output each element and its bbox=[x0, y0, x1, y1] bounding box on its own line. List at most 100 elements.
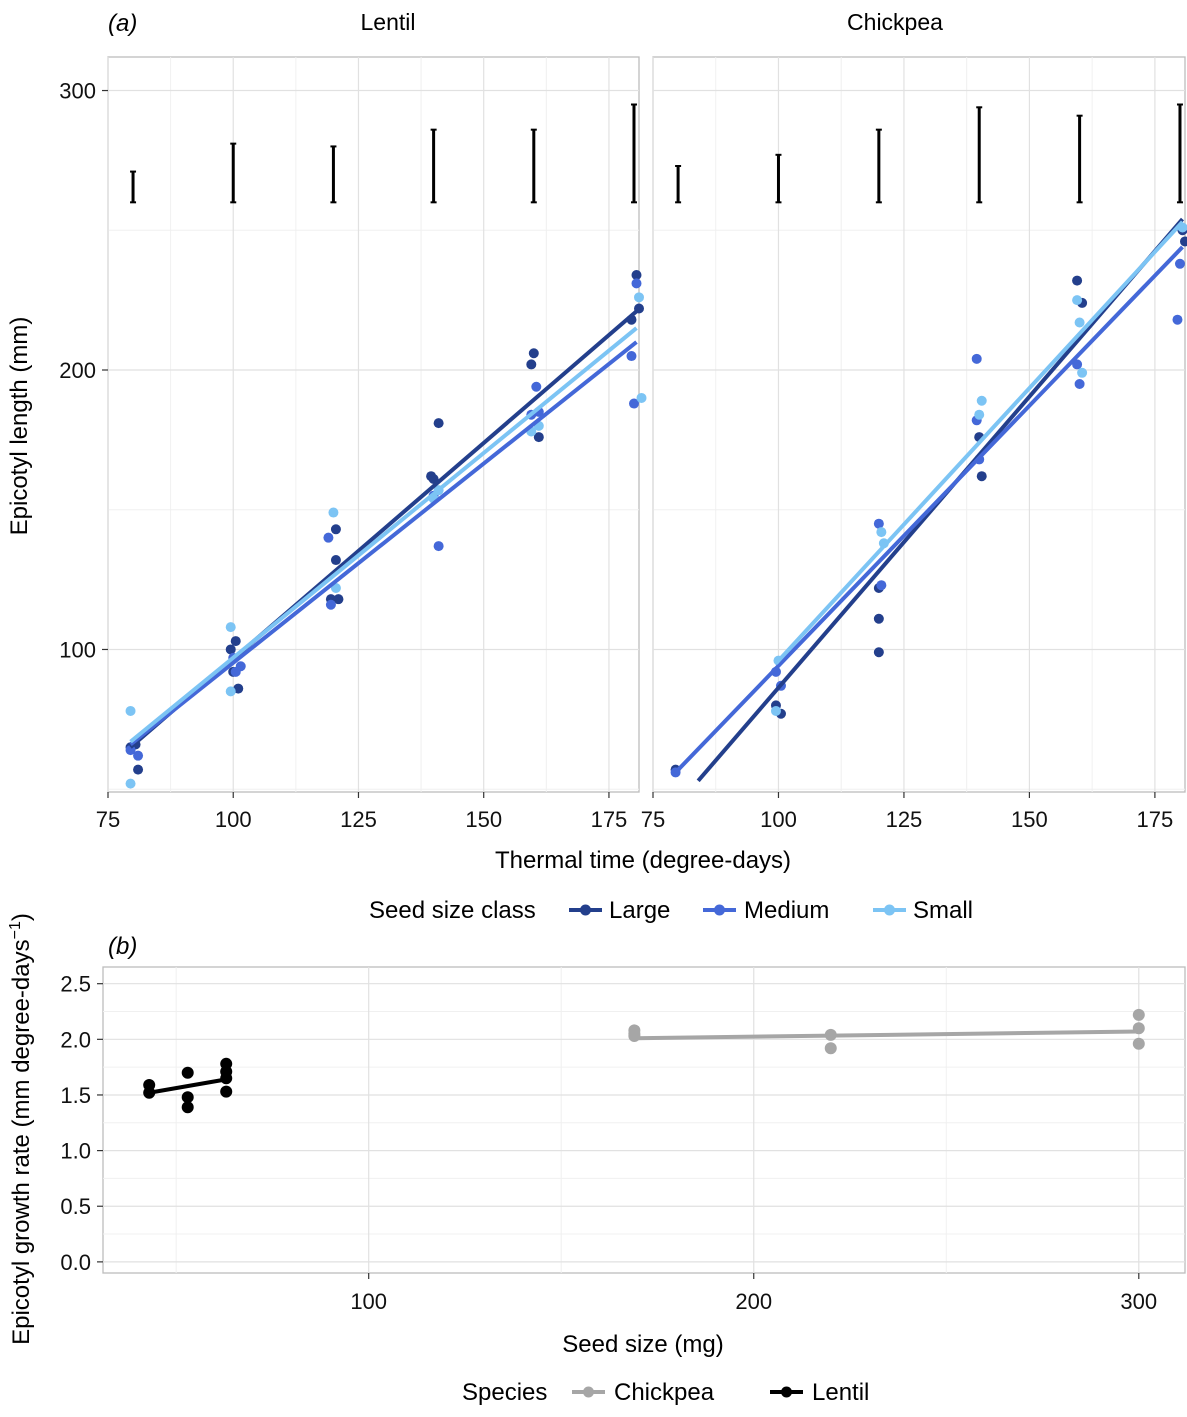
facet-chickpea: 75 100 125 150 175 Chickpea bbox=[641, 9, 1187, 832]
point-small bbox=[225, 686, 236, 697]
point-small bbox=[636, 392, 647, 403]
point-small bbox=[634, 292, 644, 303]
x-tick-label: 100 bbox=[350, 1289, 387, 1314]
legend-key-chickpea-dot bbox=[583, 1386, 594, 1398]
panel-b-y-ticks: 0.0 0.5 1.0 1.5 2.0 2.5 bbox=[60, 972, 103, 1275]
x-tick-label: 100 bbox=[760, 807, 797, 832]
legend-item-small: Small bbox=[873, 897, 973, 924]
point-large bbox=[528, 348, 539, 359]
legend-species-title: Species bbox=[462, 1379, 547, 1406]
point-large bbox=[976, 471, 987, 482]
point-medium bbox=[1174, 258, 1185, 269]
point-large bbox=[330, 524, 341, 535]
point-chickpea bbox=[824, 1042, 837, 1055]
point-chickpea bbox=[628, 1029, 641, 1042]
legend-key-large-dot bbox=[580, 904, 591, 916]
point-small bbox=[125, 705, 136, 716]
panel-b-plot: 100 200 300 0.0 0.5 1.0 1.5 2.0 2.5 bbox=[60, 966, 1186, 1314]
point-medium bbox=[325, 599, 336, 610]
legend-label-large: Large bbox=[609, 897, 670, 924]
point-small bbox=[328, 507, 339, 518]
legend-item-chickpea: Chickpea bbox=[572, 1379, 715, 1406]
point-small bbox=[976, 395, 987, 406]
facet-lentil-x-ticks: 75 100 125 150 175 bbox=[96, 792, 628, 832]
point-lentil bbox=[220, 1085, 233, 1098]
point-medium bbox=[531, 381, 542, 392]
point-medium bbox=[631, 278, 642, 289]
point-large bbox=[230, 636, 241, 647]
point-lentil bbox=[181, 1091, 194, 1104]
y-tick-label: 100 bbox=[59, 637, 96, 662]
panel-b-y-axis-title-sup: −1 bbox=[7, 921, 24, 939]
point-lentil bbox=[181, 1066, 194, 1079]
facet-strip-chickpea: Chickpea bbox=[847, 9, 943, 35]
point-medium bbox=[628, 398, 639, 409]
point-large bbox=[533, 432, 544, 443]
point-medium bbox=[323, 532, 334, 543]
point-medium bbox=[1072, 359, 1083, 370]
point-medium bbox=[971, 353, 982, 364]
point-small bbox=[125, 778, 136, 789]
facet-chickpea-x-ticks: 75 100 125 150 175 bbox=[641, 792, 1173, 832]
legend-item-large: Large bbox=[569, 897, 670, 924]
point-large bbox=[634, 303, 644, 314]
panel-b-y-axis-title-close: ) bbox=[8, 913, 35, 921]
point-chickpea bbox=[1132, 1037, 1145, 1050]
legend-item-lentil: Lentil bbox=[770, 1379, 869, 1406]
point-small bbox=[770, 705, 781, 716]
x-tick-label: 75 bbox=[96, 807, 120, 832]
facet-lentil-y-ticks: 100 200 300 bbox=[59, 79, 108, 662]
panel-a-label: (a) bbox=[108, 10, 137, 37]
y-tick-label: 2.0 bbox=[60, 1027, 91, 1052]
point-large bbox=[333, 594, 344, 605]
point-medium bbox=[1172, 314, 1183, 325]
facet-lentil-marks bbox=[125, 103, 647, 789]
legend-species: Species Chickpea Lentil bbox=[462, 1379, 869, 1406]
point-chickpea bbox=[1132, 1008, 1145, 1021]
legend-key-small-dot bbox=[884, 904, 895, 916]
fit-line-medium bbox=[129, 340, 638, 747]
facet-chickpea-frame bbox=[652, 56, 1186, 793]
point-small bbox=[1072, 295, 1083, 306]
point-small bbox=[1077, 367, 1088, 378]
x-tick-label: 175 bbox=[591, 807, 628, 832]
x-tick-label: 150 bbox=[465, 807, 502, 832]
point-large bbox=[1180, 236, 1187, 247]
point-large bbox=[133, 764, 144, 775]
y-tick-label: 1.0 bbox=[60, 1139, 91, 1164]
fit-line-small bbox=[774, 220, 1184, 665]
y-tick-label: 1.5 bbox=[60, 1083, 91, 1108]
legend-key-medium-dot bbox=[714, 904, 725, 916]
point-small bbox=[876, 527, 887, 538]
panel-a-x-axis-title: Thermal time (degree-days) bbox=[495, 847, 791, 874]
fit-line-chickpea bbox=[634, 1029, 1139, 1041]
panel-b-y-axis-title: Epicotyl growth rate (mm degree-days−1) bbox=[7, 913, 35, 1345]
panel-b-y-axis-title-main: Epicotyl growth rate (mm degree-days bbox=[8, 939, 35, 1345]
point-large bbox=[873, 647, 884, 658]
facet-chickpea-grid bbox=[652, 57, 1185, 792]
panel-a-y-axis-title: Epicotyl length (mm) bbox=[6, 317, 33, 536]
x-tick-label: 200 bbox=[735, 1289, 772, 1314]
x-tick-label: 300 bbox=[1120, 1289, 1157, 1314]
x-tick-label: 125 bbox=[340, 807, 377, 832]
facet-strip-lentil: Lentil bbox=[361, 9, 416, 35]
point-medium bbox=[433, 541, 444, 552]
panel-b-x-ticks: 100 200 300 bbox=[350, 1273, 1157, 1314]
y-tick-label: 0.5 bbox=[60, 1194, 91, 1219]
panel-b-x-axis-title: Seed size (mg) bbox=[562, 1331, 723, 1358]
y-tick-label: 200 bbox=[59, 358, 96, 383]
point-large bbox=[873, 613, 884, 624]
legend-item-medium: Medium bbox=[703, 897, 829, 924]
point-large bbox=[330, 555, 341, 566]
panel-b-grid bbox=[103, 967, 1185, 1273]
y-tick-label: 2.5 bbox=[60, 972, 91, 997]
point-small bbox=[1074, 317, 1085, 328]
point-large bbox=[631, 269, 642, 280]
point-large bbox=[233, 683, 244, 694]
point-medium bbox=[235, 661, 246, 672]
point-large bbox=[526, 359, 537, 370]
legend-label-small: Small bbox=[913, 897, 973, 924]
facet-chickpea-marks bbox=[670, 103, 1187, 783]
panel-b-label: (b) bbox=[108, 933, 137, 960]
